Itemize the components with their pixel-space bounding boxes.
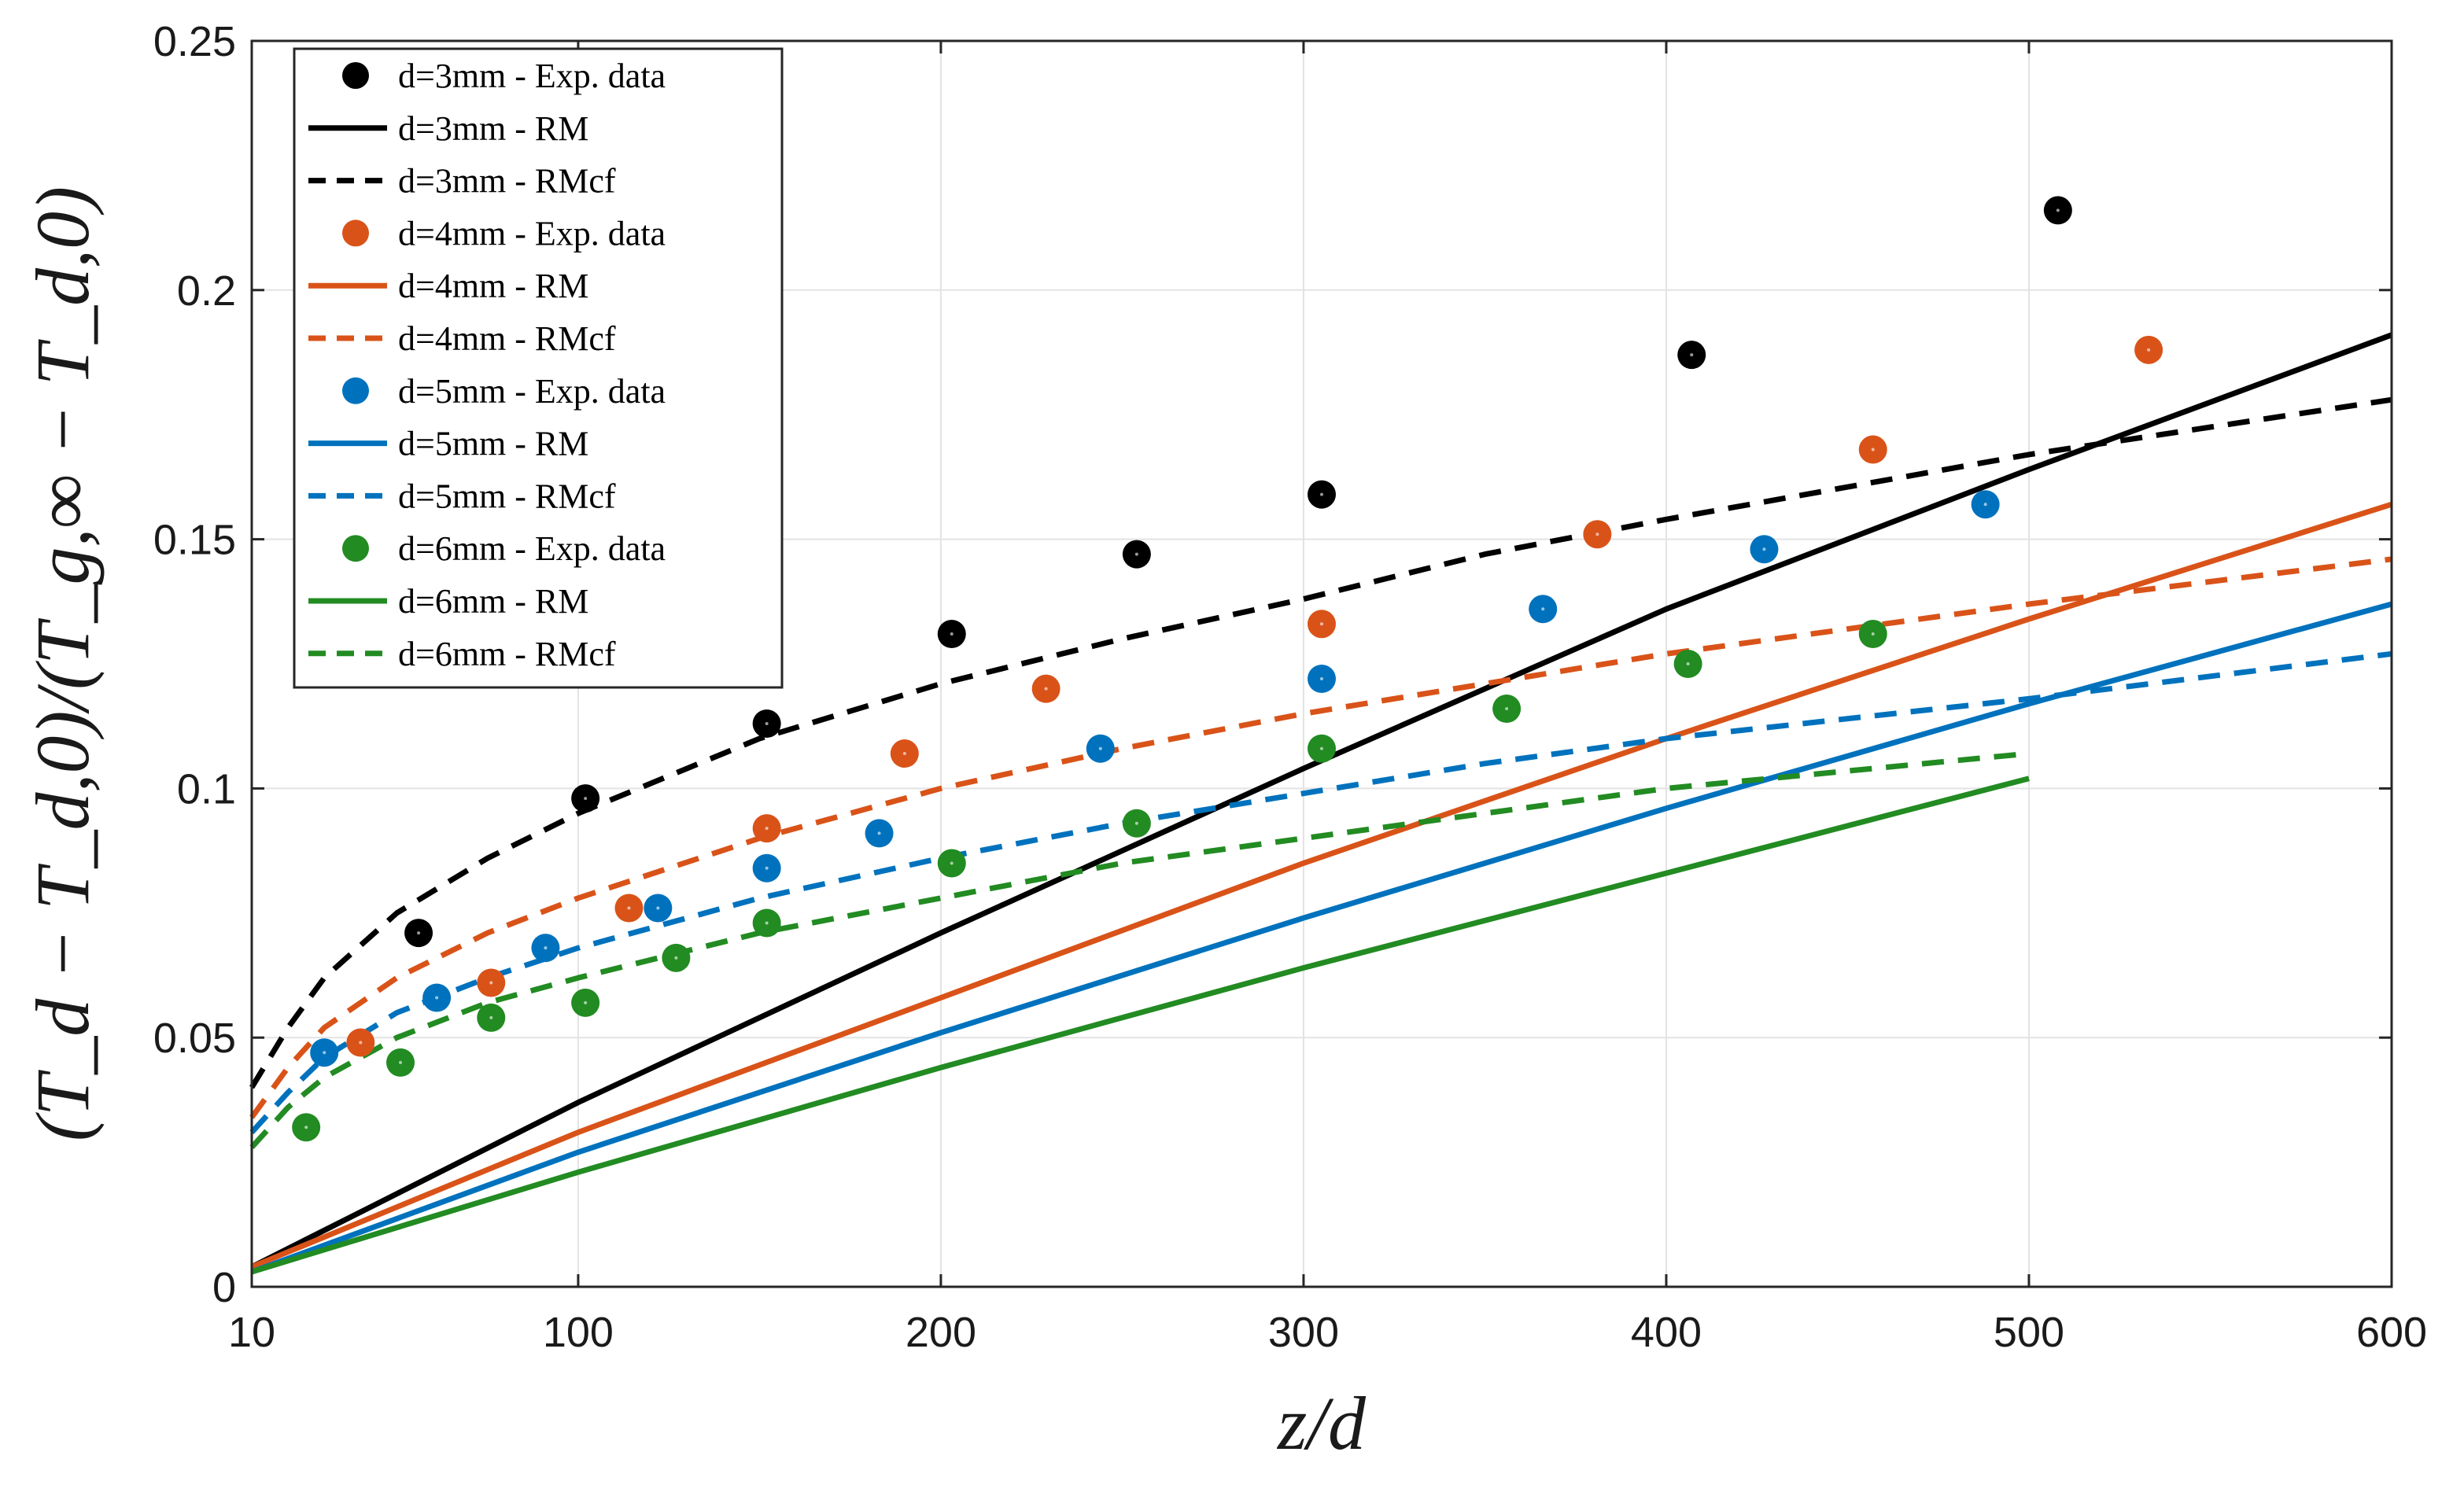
y-tick-label: 0.2 [177, 267, 236, 315]
data-point-center [1505, 707, 1509, 711]
legend-marker [342, 62, 369, 89]
axis-ticks: 10 100 200 300 400 500 600 0 0.05 0.1 0.15 0.2 0.25 [153, 18, 2427, 1356]
x-tick-label: 300 [1268, 1309, 1339, 1356]
legend-label: d=5mm - RMcf [398, 477, 616, 515]
series-line [250, 501, 2393, 1269]
data-point-center [765, 921, 769, 925]
data-point-center [627, 906, 631, 910]
data-point-center [1595, 532, 1599, 536]
legend-marker [342, 377, 369, 404]
legend-label: d=6mm - Exp. data [398, 529, 666, 568]
data-point-center [584, 1000, 588, 1004]
data-point-center [877, 831, 881, 835]
series-line [249, 556, 2392, 1119]
data-point-center [1134, 552, 1138, 556]
x-tick-label: 100 [543, 1309, 614, 1356]
y-tick-label: 0.25 [153, 18, 236, 65]
legend-marker [342, 535, 369, 562]
data-point-center [1098, 746, 1102, 750]
data-point-center [489, 981, 493, 985]
legend-box [293, 47, 784, 689]
data-point-center [399, 1060, 403, 1064]
legend-label: d=4mm - Exp. data [398, 214, 666, 252]
series-line [250, 332, 2393, 1269]
data-point-center [765, 866, 769, 870]
data-point-center [2056, 208, 2060, 212]
legend-label: d=4mm - RMcf [398, 319, 616, 358]
data-point-center [950, 861, 954, 865]
data-point-center [902, 752, 906, 756]
legend-label: d=3mm - RM [398, 109, 588, 148]
data-point-center [1044, 687, 1048, 691]
data-point-center [1686, 662, 1690, 665]
y-tick-label: 0.05 [153, 1015, 236, 1062]
y-tick-label: 0 [212, 1264, 236, 1311]
legend-marker [342, 219, 369, 247]
data-point-center [1690, 353, 1694, 357]
data-point-center [1320, 677, 1323, 681]
data-point-center [1134, 821, 1138, 825]
data-point-center [1871, 448, 1875, 451]
legend-label: d=6mm - RM [398, 582, 588, 621]
legend: d=3mm - Exp. data d=3mm - RM d=3mm - RMcf d… [293, 47, 784, 689]
legend-label: d=6mm - RMcf [398, 635, 616, 673]
data-point-center [950, 632, 954, 636]
data-point-center [323, 1051, 326, 1055]
data-point-center [2147, 348, 2151, 352]
data-point-center [417, 931, 421, 935]
legend-label: d=4mm - RM [398, 267, 588, 305]
x-axis-label: z/d [1276, 1381, 1367, 1465]
x-tick-label: 10 [228, 1309, 275, 1356]
plot-series [249, 196, 2393, 1275]
data-point-center [304, 1126, 308, 1129]
data-point-center [1541, 607, 1545, 611]
series-line [249, 396, 2392, 1089]
data-point-center [674, 956, 678, 960]
data-point-center [656, 906, 660, 910]
data-point-center [1320, 492, 1323, 496]
plot-frame [250, 39, 2393, 1288]
data-point-center [765, 827, 769, 831]
legend-label: d=3mm - Exp. data [398, 57, 666, 95]
data-point-center [1762, 547, 1766, 551]
data-point-center [359, 1041, 363, 1045]
legend-label: d=5mm - RM [398, 425, 588, 463]
x-tick-label: 400 [1631, 1309, 1702, 1356]
data-point-center [544, 946, 548, 950]
y-axis-label: (T_d − T_d,0)/(T_g,∞ − T_d,0) [20, 186, 105, 1141]
data-point-center [1871, 632, 1875, 636]
x-tick-label: 200 [906, 1309, 976, 1356]
y-tick-label: 0.15 [153, 517, 236, 564]
x-tick-label: 500 [1994, 1309, 2064, 1356]
data-point-center [1320, 746, 1323, 750]
y-tick-label: 0.1 [177, 765, 236, 813]
data-point-center [1983, 503, 1987, 507]
series-line [250, 601, 2392, 1275]
legend-label: d=5mm - Exp. data [398, 372, 666, 411]
data-point-center [584, 797, 588, 801]
x-tick-label: 600 [2356, 1309, 2427, 1356]
data-point-center [1320, 622, 1323, 626]
data-point-center [765, 722, 769, 726]
data-point-center [489, 1015, 493, 1019]
legend-label: d=3mm - RMcf [398, 162, 616, 201]
data-point-center [435, 996, 439, 1000]
series-line [250, 776, 2030, 1275]
